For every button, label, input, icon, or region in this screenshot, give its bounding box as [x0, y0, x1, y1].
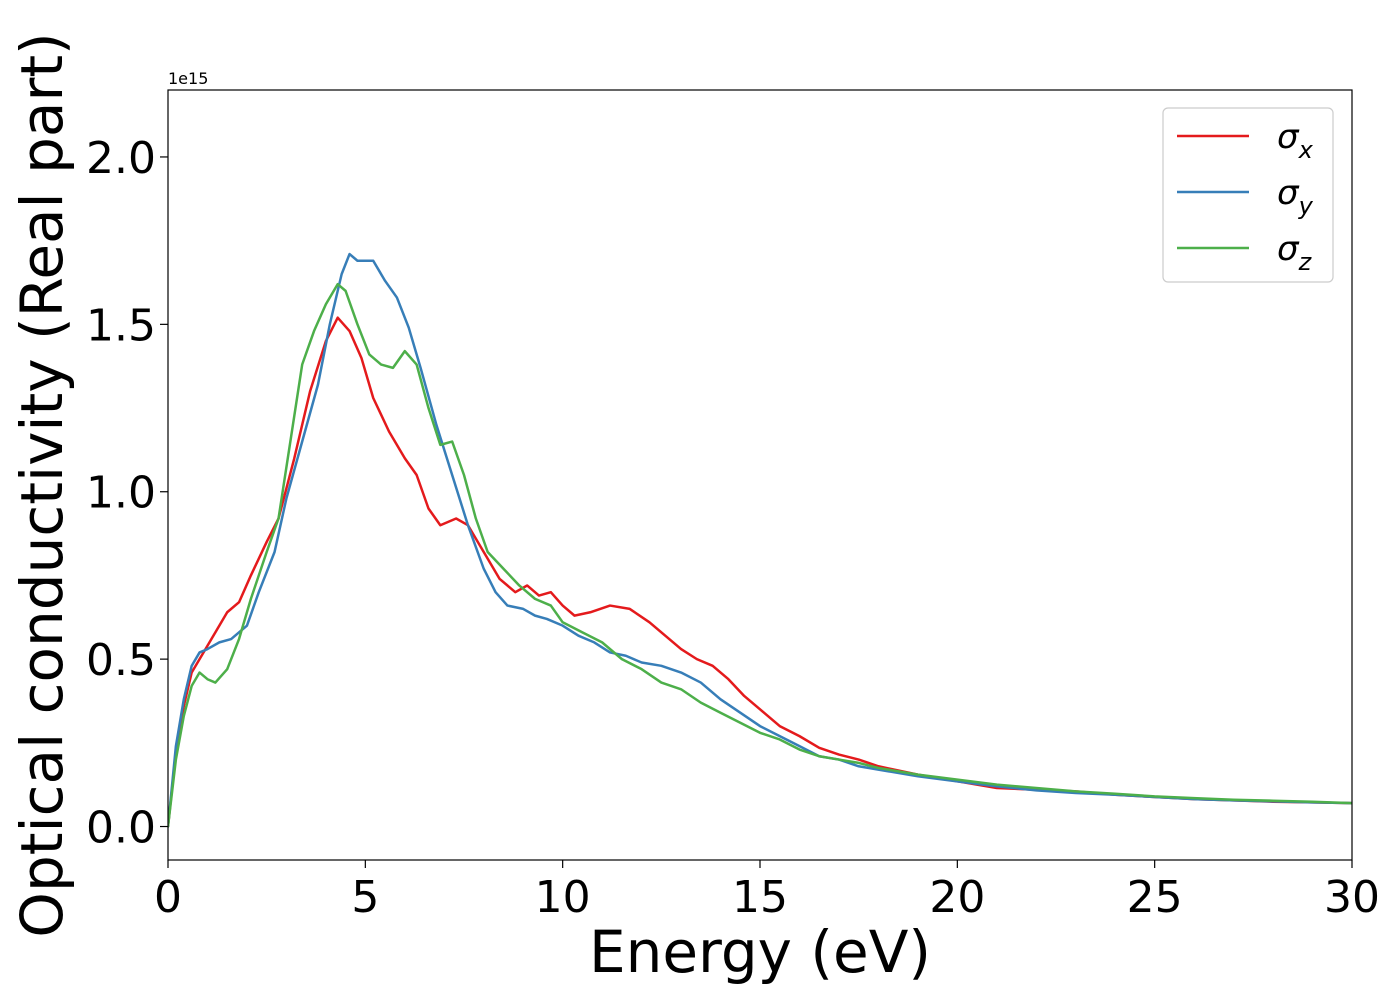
- x-tick-label: 15: [732, 872, 788, 923]
- legend-box: [1162, 107, 1334, 283]
- x-tick-label: 30: [1324, 872, 1380, 923]
- x-tick-label: 0: [154, 872, 182, 923]
- x-tick-label: 25: [1127, 872, 1183, 923]
- y-axis: 0.0 0.5 1.0 1.5 2.0: [86, 133, 168, 854]
- x-tick-label: 10: [535, 872, 591, 923]
- y-tick-label: 1.0: [86, 468, 156, 519]
- legend-label-x: σx: [1277, 117, 1314, 164]
- series-line-y: [168, 252, 1352, 828]
- y-tick-label: 0.5: [86, 635, 156, 686]
- x-axis: 0 5 10 15 20 25 30: [154, 860, 1380, 923]
- y-tick-label: 1.5: [86, 300, 156, 351]
- y-tick-label: 2.0: [86, 133, 156, 184]
- x-tick-label: 5: [351, 872, 379, 923]
- y-tick-label: 0.0: [86, 803, 156, 854]
- legend-label-z: σz: [1277, 229, 1313, 276]
- legend: σx σy σz: [1162, 107, 1334, 283]
- x-axis-label: Energy (eV): [589, 918, 931, 986]
- legend-label-y: σy: [1277, 173, 1314, 220]
- y-offset-label: 1e15: [168, 69, 208, 88]
- x-tick-label: 20: [929, 872, 985, 923]
- series-layer: [168, 252, 1352, 828]
- y-axis-label: Optical conductivity (Real part): [8, 32, 76, 937]
- series-line-z: [168, 282, 1352, 828]
